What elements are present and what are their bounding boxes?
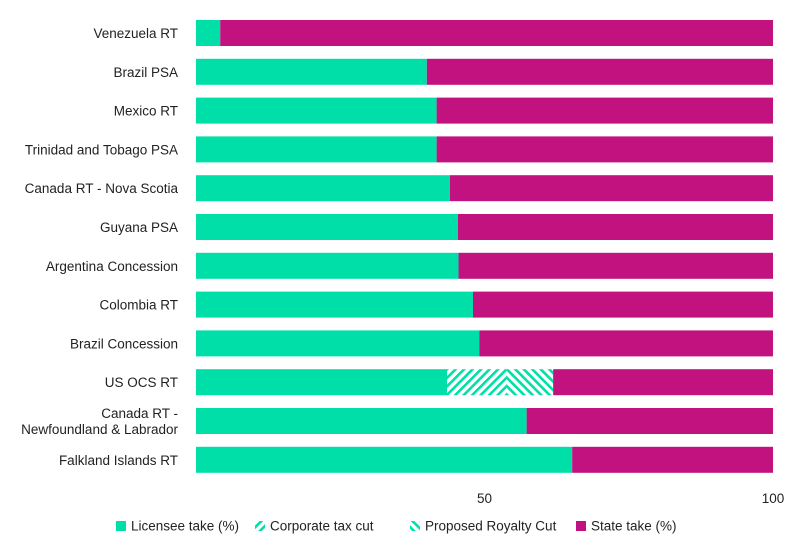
- bar-licensee-brazil-concession: [196, 330, 480, 357]
- bar-state-canada-rt-nova-scotia: [449, 175, 773, 202]
- bar-licensee-venezuela-rt: [196, 20, 221, 46]
- bar-state-falkland-islands-rt: [572, 446, 773, 473]
- category-label: US OCS RT: [105, 375, 178, 390]
- x-tick-label: 100: [762, 491, 785, 506]
- bar-licensee-brazil-psa: [196, 58, 427, 85]
- bar-state-colombia-rt: [472, 291, 773, 318]
- bars-layer: [196, 20, 774, 473]
- bar-licensee-trinidad-and-tobago-psa: [196, 136, 437, 163]
- legend-label-royalty: Proposed Royalty Cut: [425, 519, 557, 534]
- category-label: Mexico RT: [114, 104, 178, 119]
- bar-state-trinidad-and-tobago-psa: [436, 136, 773, 163]
- x-tick-label: 50: [477, 491, 492, 506]
- bar-licensee-falkland-islands-rt: [196, 446, 573, 473]
- bar-state-argentina-concession: [458, 252, 773, 279]
- category-label: Colombia RT: [99, 298, 178, 313]
- bar-licensee-canada-rt-newfoundland-labrador: [196, 408, 527, 434]
- category-label: Guyana PSA: [100, 220, 178, 235]
- legend-swatch-royalty: [410, 521, 420, 531]
- legend: Licensee take (%) Corporate tax cut Propos…: [116, 519, 677, 534]
- bar-state-venezuela-rt: [220, 20, 774, 46]
- x-axis: 50 100: [477, 491, 784, 506]
- bar-licensee-us-ocs-rt: [196, 369, 447, 396]
- bar-licensee-canada-rt-nova-scotia: [196, 175, 450, 202]
- bar-corptax-us-ocs-rt: [447, 369, 507, 396]
- bar-state-us-ocs-rt: [553, 369, 773, 396]
- bar-state-brazil-psa: [426, 58, 773, 85]
- category-label: Venezuela RT: [93, 26, 178, 41]
- legend-label-state: State take (%): [591, 519, 677, 534]
- legend-swatch-licensee: [116, 521, 126, 531]
- category-label: Argentina Concession: [46, 259, 178, 274]
- category-label: Brazil PSA: [113, 65, 178, 80]
- category-label: Brazil Concession: [70, 336, 178, 351]
- bar-licensee-guyana-psa: [196, 214, 458, 240]
- bar-state-canada-rt-newfoundland-labrador: [526, 408, 773, 434]
- category-label: Canada RT - Nova Scotia: [25, 181, 179, 196]
- legend-label-corptax: Corporate tax cut: [270, 519, 374, 534]
- bar-state-guyana-psa: [457, 214, 773, 240]
- legend-label-licensee: Licensee take (%): [131, 519, 239, 534]
- category-label: Trinidad and Tobago PSA: [25, 142, 178, 157]
- legend-swatch-state: [576, 521, 586, 531]
- bar-state-mexico-rt: [436, 97, 773, 124]
- bar-state-brazil-concession: [479, 330, 773, 357]
- bar-licensee-mexico-rt: [196, 97, 437, 124]
- category-label: Falkland Islands RT: [59, 453, 178, 468]
- category-labels: Venezuela RT Brazil PSA Mexico RT Trinidad …: [21, 26, 178, 468]
- bar-licensee-argentina-concession: [196, 252, 459, 279]
- legend-swatch-corptax: [255, 521, 265, 531]
- bar-licensee-colombia-rt: [196, 291, 473, 318]
- category-label: Newfoundland & Labrador: [21, 422, 178, 437]
- bar-royalty-us-ocs-rt: [506, 369, 554, 396]
- category-label: Canada RT -: [101, 406, 178, 421]
